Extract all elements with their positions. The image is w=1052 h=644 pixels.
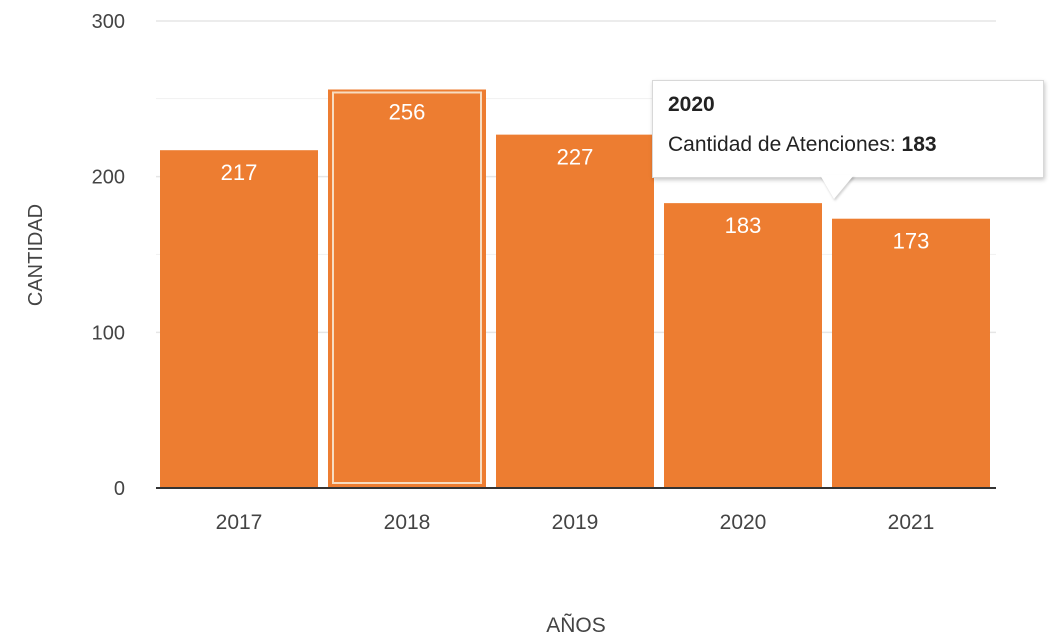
tooltip-title: 2020 <box>668 93 715 116</box>
tooltip-pointer <box>820 175 854 199</box>
bars <box>160 89 990 489</box>
bar-2019[interactable] <box>496 134 654 489</box>
x-tick-label-2017: 2017 <box>216 511 263 534</box>
x-tick-label-2020: 2020 <box>720 511 767 534</box>
x-tick-label-2019: 2019 <box>552 511 599 534</box>
tooltip-series-label: Cantidad de Atenciones: <box>668 133 902 156</box>
data-label-2020: 183 <box>725 213 762 238</box>
y-axis-ticks: 0 100 200 300 <box>92 11 125 500</box>
y-tick-label: 300 <box>92 11 125 33</box>
data-label-2021: 173 <box>893 229 930 254</box>
tooltip-line: Cantidad de Atenciones: 183 <box>668 133 937 157</box>
bar-2018[interactable] <box>328 89 486 488</box>
data-label-2019: 227 <box>557 145 594 170</box>
tooltip-value: 183 <box>901 133 937 156</box>
x-axis-ticks: 2017 2018 2019 2020 2021 <box>216 511 935 534</box>
y-tick-label: 100 <box>92 322 125 344</box>
y-tick-label: 0 <box>114 478 125 500</box>
y-axis-title: CANTIDAD <box>25 204 47 306</box>
bar-2021[interactable] <box>832 218 990 489</box>
x-tick-label-2018: 2018 <box>384 511 431 534</box>
tooltip: 2020 Cantidad de Atenciones: 183 <box>652 80 1044 178</box>
y-tick-label: 200 <box>92 167 125 189</box>
data-label-2018: 256 <box>389 99 426 124</box>
bar-highlight-outline <box>332 91 482 484</box>
data-labels: 217 256 227 183 173 <box>221 99 930 253</box>
bar-2017[interactable] <box>160 150 318 488</box>
bar-2020[interactable] <box>664 203 822 488</box>
x-axis-title: AÑOS <box>546 613 606 637</box>
data-label-2017: 217 <box>221 160 258 185</box>
x-tick-label-2021: 2021 <box>888 511 935 534</box>
